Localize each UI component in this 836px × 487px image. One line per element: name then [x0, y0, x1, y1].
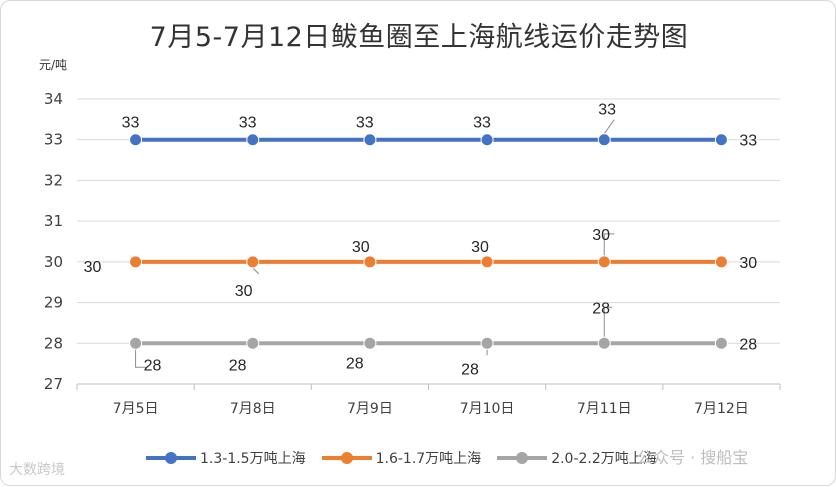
series-point — [597, 255, 611, 269]
y-tick-label: 31 — [44, 212, 63, 230]
y-tick-label: 30 — [44, 253, 63, 271]
y-tick-label: 28 — [44, 334, 63, 352]
series-point — [129, 133, 143, 147]
data-label: 30 — [739, 255, 757, 272]
legend-label: 1.6-1.7万吨上海 — [375, 451, 482, 467]
data-label: 30 — [84, 259, 102, 276]
data-label-leader — [603, 119, 615, 135]
data-label-leader — [252, 267, 260, 275]
data-label: 28 — [592, 300, 610, 317]
y-tick-label: 34 — [44, 90, 63, 108]
series-point — [597, 133, 611, 147]
chart-legend: 1.3-1.5万吨上海 1.6-1.7万吨上海 2.0-2.2万吨上海 — [146, 447, 673, 469]
x-tick-label: 7月9日 — [347, 401, 393, 417]
data-label: 33 — [239, 115, 257, 132]
y-tick-label: 32 — [44, 171, 63, 189]
series-point — [714, 336, 728, 350]
data-label: 30 — [352, 239, 370, 256]
watermark-right: 公众号 · 搜船宝 — [637, 448, 749, 467]
legend-item: 1.3-1.5万吨上海 — [146, 448, 306, 468]
series-point — [480, 336, 494, 350]
data-label: 33 — [356, 115, 374, 132]
data-label: 28 — [739, 336, 757, 353]
series-point — [363, 133, 377, 147]
data-label: 33 — [473, 115, 491, 132]
data-label-leader — [135, 349, 148, 368]
data-label: 33 — [598, 102, 616, 119]
x-tick-label: 7月8日 — [230, 401, 276, 417]
series-point — [597, 336, 611, 350]
legend-label: 1.3-1.5万吨上海 — [200, 451, 306, 467]
watermark-left: 大数跨境 — [9, 462, 65, 478]
y-tick-label: 33 — [44, 131, 63, 149]
data-label-leader — [603, 233, 615, 257]
data-label: 28 — [229, 357, 247, 374]
legend-swatch — [146, 452, 196, 464]
series-point — [714, 255, 728, 269]
data-label: 33 — [739, 133, 757, 150]
y-tick-label: 29 — [44, 294, 63, 312]
series-point — [129, 336, 143, 350]
chart-title: 7月5-7月12日鲅鱼圈至上海航线运价走势图 — [149, 22, 689, 53]
series-point — [714, 133, 728, 147]
legend-item: 2.0-2.2万吨上海 — [497, 448, 657, 468]
series-point — [363, 255, 377, 269]
x-tick-label: 7月12日 — [694, 401, 749, 417]
data-label: 28 — [461, 361, 479, 378]
data-label: 28 — [144, 357, 162, 374]
data-label: 30 — [471, 239, 489, 256]
legend-swatch — [497, 452, 548, 464]
legend-label: 2.0-2.2万吨上海 — [551, 451, 657, 467]
y-tick-label: 27 — [44, 375, 63, 393]
series-point — [246, 255, 260, 269]
x-tick-label: 7月11日 — [577, 401, 632, 417]
series-point — [480, 133, 494, 147]
x-tick-label: 7月5日 — [113, 401, 159, 417]
data-label: 33 — [122, 115, 140, 132]
series-point — [129, 255, 143, 269]
legend-item: 1.6-1.7万吨上海 — [321, 448, 482, 468]
data-label-leader — [603, 306, 613, 339]
series-point — [246, 133, 260, 147]
y-axis-unit: 元/吨 — [39, 58, 68, 72]
series-point — [363, 336, 377, 350]
series-point — [480, 255, 494, 269]
legend-swatch — [321, 452, 372, 464]
data-label: 30 — [235, 283, 253, 300]
data-label: 30 — [592, 227, 610, 244]
data-label: 28 — [346, 355, 364, 372]
series-point — [246, 336, 260, 350]
x-tick-label: 7月10日 — [460, 401, 515, 417]
